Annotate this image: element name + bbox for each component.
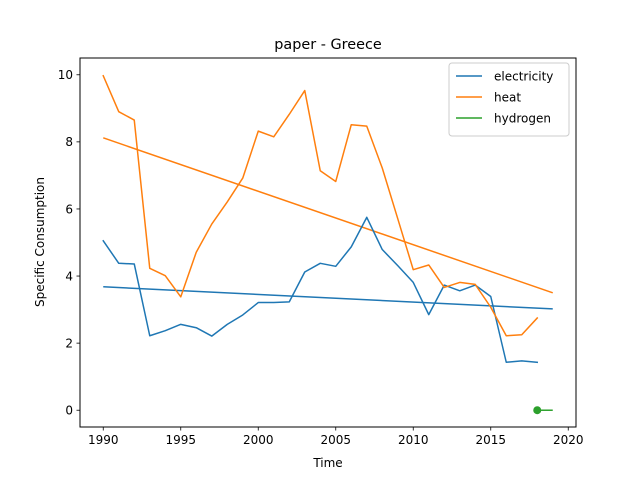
x-tick-label-2015: 2015 (475, 433, 506, 447)
x-tick-label-1990: 1990 (88, 433, 119, 447)
plot-content (102, 74, 553, 415)
x-tick-label-2005: 2005 (320, 433, 351, 447)
x-tick-label-2020: 2020 (553, 433, 584, 447)
y-tick-label-0: 0 (65, 404, 73, 418)
series-line-heat (102, 74, 539, 337)
y-tick-label-4: 4 (65, 269, 73, 283)
y-axis: 0 2 4 6 8 10 (58, 68, 80, 418)
series-marker-hydrogen-2018 (533, 406, 542, 415)
trend-line-electricity (103, 286, 553, 310)
legend-label-electricity: electricity (494, 70, 553, 84)
y-tick-label-6: 6 (65, 202, 73, 216)
y-tick-label-10: 10 (58, 68, 73, 82)
plot-frame (79, 57, 577, 428)
series-line-electricity (102, 216, 539, 364)
x-axis-label: Time (312, 456, 342, 470)
y-tick-label-8: 8 (65, 135, 73, 149)
legend-label-heat: heat (494, 91, 521, 105)
trend-line-heat (103, 137, 553, 294)
y-axis-label: Specific Consumption (33, 177, 47, 307)
y-tick-label-2: 2 (65, 336, 73, 350)
chart-title: paper - Greece (274, 37, 382, 53)
x-axis: 1990 1995 2000 2005 2010 2015 2020 (88, 427, 584, 447)
legend: electricity heat hydrogen (448, 62, 570, 137)
legend-label-hydrogen: hydrogen (494, 112, 551, 126)
x-tick-label-2000: 2000 (243, 433, 274, 447)
x-tick-label-2010: 2010 (398, 433, 429, 447)
x-tick-label-1995: 1995 (165, 433, 196, 447)
